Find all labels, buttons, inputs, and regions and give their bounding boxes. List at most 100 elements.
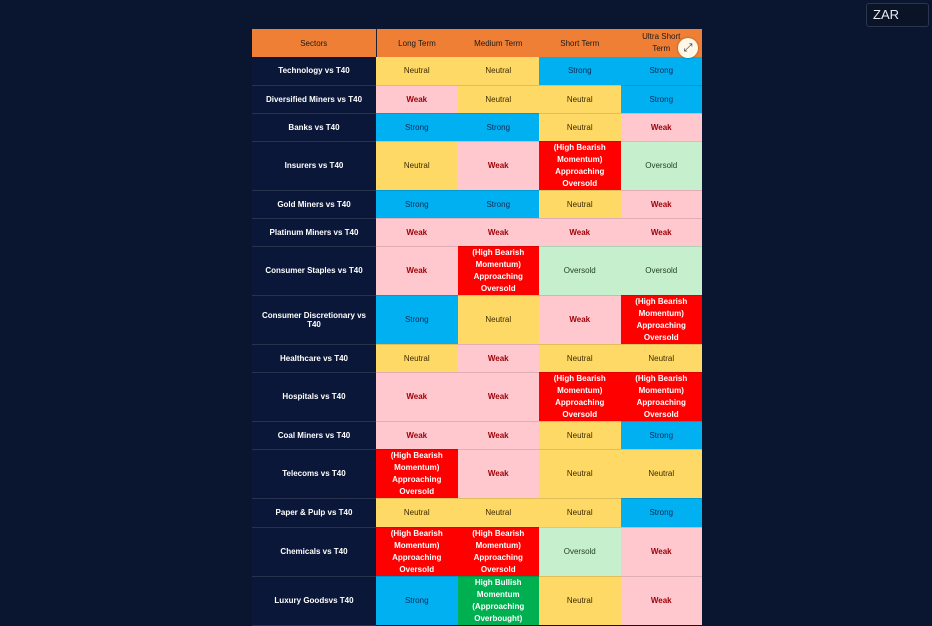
short-term-cell: Oversold <box>539 246 621 296</box>
medium-term-cell: Neutral <box>457 57 539 86</box>
ultra-short-term-cell: Neutral <box>620 344 702 373</box>
table-row: Technology vs T40 Neutral Neutral Strong Str… <box>252 57 702 86</box>
sector-name: Coal Miners vs T40 <box>252 421 376 450</box>
table-row: Banks vs T40 Strong Strong Neutral Weak <box>252 113 702 142</box>
long-term-cell: Strong <box>376 295 458 345</box>
long-term-cell: Strong <box>376 190 458 219</box>
sector-name: Luxury Goodsvs T40 <box>252 576 376 626</box>
header-ultra-short-term: Ultra Short Term ⤢ <box>620 29 702 58</box>
short-term-cell: Neutral <box>539 421 621 450</box>
ultra-short-term-cell: Weak <box>620 527 702 577</box>
ultra-short-term-cell: Weak <box>620 218 702 247</box>
table-row: Consumer Staples vs T40 Weak (High Bearish… <box>252 246 702 296</box>
table-row: Insurers vs T40 Neutral Weak (High Bearish … <box>252 141 702 191</box>
medium-term-cell: Weak <box>457 449 539 499</box>
long-term-cell: Weak <box>376 421 458 450</box>
sector-name: Banks vs T40 <box>252 113 376 142</box>
ultra-short-term-cell: Weak <box>620 190 702 219</box>
medium-term-cell: (High Bearish Momentum) Approaching Over… <box>457 527 539 577</box>
long-term-cell: Neutral <box>376 498 458 528</box>
sector-name: Consumer Discretionary vs T40 <box>252 295 376 345</box>
ultra-short-term-cell: Strong <box>620 57 702 86</box>
table-row: Consumer Discretionary vs T40 Strong Neutr… <box>252 295 702 345</box>
ultra-short-term-cell: Neutral <box>620 449 702 499</box>
header-sectors: Sectors <box>252 29 377 57</box>
table-row: Diversified Miners vs T40 Weak Neutral Neut… <box>252 85 702 114</box>
sector-name: Paper & Pulp vs T40 <box>252 498 376 528</box>
short-term-cell: Neutral <box>539 498 621 528</box>
table-row: Healthcare vs T40 Neutral Weak Neutral Neutr… <box>252 344 702 373</box>
header-short-term: Short Term <box>539 29 621 57</box>
table-row: Telecoms vs T40 (High Bearish Momentum) A… <box>252 449 702 499</box>
sector-name: Chemicals vs T40 <box>252 527 376 577</box>
table-row: Coal Miners vs T40 Weak Weak Neutral Strong <box>252 421 702 450</box>
long-term-cell: (High Bearish Momentum) Approaching Over… <box>376 527 458 577</box>
short-term-cell: Neutral <box>539 85 621 114</box>
short-term-cell: Neutral <box>539 344 621 373</box>
short-term-cell: Strong <box>539 57 621 86</box>
table-row: Platinum Miners vs T40 Weak Weak Weak Weak <box>252 218 702 247</box>
short-term-cell: Weak <box>539 218 621 247</box>
ultra-short-term-cell: Weak <box>620 113 702 142</box>
long-term-cell: Neutral <box>376 141 458 191</box>
medium-term-cell: Weak <box>457 218 539 247</box>
short-term-cell: Neutral <box>539 113 621 142</box>
ultra-short-term-cell: Strong <box>620 85 702 114</box>
medium-term-cell: Neutral <box>457 85 539 114</box>
sector-name: Telecoms vs T40 <box>252 449 376 499</box>
medium-term-cell: Strong <box>457 113 539 142</box>
medium-term-cell: Weak <box>457 344 539 373</box>
short-term-cell: (High Bearish Momentum) Approaching Over… <box>539 372 621 422</box>
short-term-cell: (High Bearish Momentum) Approaching Over… <box>539 141 621 191</box>
short-term-cell: Neutral <box>539 576 621 626</box>
long-term-cell: Neutral <box>376 344 458 373</box>
ultra-short-term-cell: Weak <box>620 576 702 626</box>
table-row: Luxury Goodsvs T40 Strong High Bullish Mom… <box>252 576 702 626</box>
medium-term-cell: High Bullish Momentum (Approaching Overb… <box>457 576 539 626</box>
medium-term-cell: Weak <box>457 372 539 422</box>
sector-name: Gold Miners vs T40 <box>252 190 376 219</box>
ultra-short-term-cell: Strong <box>620 421 702 450</box>
ultra-short-term-cell: (High Bearish Momentum) Approaching Over… <box>620 372 702 422</box>
short-term-cell: Neutral <box>539 190 621 219</box>
table-row: Gold Miners vs T40 Strong Strong Neutral Wea… <box>252 190 702 219</box>
header-ultra-short-term-label: Ultra Short Term <box>642 32 681 53</box>
sector-name: Healthcare vs T40 <box>252 344 376 373</box>
sector-name: Technology vs T40 <box>252 57 376 86</box>
medium-term-cell: Neutral <box>457 295 539 345</box>
sector-name: Diversified Miners vs T40 <box>252 85 376 114</box>
long-term-cell: Weak <box>376 218 458 247</box>
ultra-short-term-cell: Strong <box>620 498 702 528</box>
long-term-cell: Weak <box>376 246 458 296</box>
sector-name: Consumer Staples vs T40 <box>252 246 376 296</box>
table-row: Chemicals vs T40 (High Bearish Momentum) … <box>252 527 702 577</box>
long-term-cell: Weak <box>376 85 458 114</box>
sector-momentum-table: Sectors Long Term Medium Term Short Term… <box>252 29 702 626</box>
short-term-cell: Neutral <box>539 449 621 499</box>
sector-name: Hospitals vs T40 <box>252 372 376 422</box>
header-medium-term: Medium Term <box>457 29 539 57</box>
medium-term-cell: Strong <box>457 190 539 219</box>
long-term-cell: (High Bearish Momentum) Approaching Over… <box>376 449 458 499</box>
long-term-cell: Weak <box>376 372 458 422</box>
medium-term-cell: Weak <box>457 141 539 191</box>
medium-term-cell: (High Bearish Momentum) Approaching Over… <box>457 246 539 296</box>
table-header-row: Sectors Long Term Medium Term Short Term… <box>252 29 702 58</box>
table-row: Hospitals vs T40 Weak Weak (High Bearish Mo… <box>252 372 702 422</box>
ultra-short-term-cell: Oversold <box>620 246 702 296</box>
currency-selector[interactable]: ZAR <box>866 3 929 27</box>
long-term-cell: Neutral <box>376 57 458 86</box>
ultra-short-term-cell: (High Bearish Momentum) Approaching Over… <box>620 295 702 345</box>
medium-term-cell: Weak <box>457 421 539 450</box>
short-term-cell: Oversold <box>539 527 621 577</box>
medium-term-cell: Neutral <box>457 498 539 528</box>
long-term-cell: Strong <box>376 576 458 626</box>
table-row: Paper & Pulp vs T40 Neutral Neutral Neutral… <box>252 498 702 528</box>
ultra-short-term-cell: Oversold <box>620 141 702 191</box>
sector-name: Platinum Miners vs T40 <box>252 218 376 247</box>
short-term-cell: Weak <box>539 295 621 345</box>
expand-arrows-icon[interactable]: ⤢ <box>678 38 698 58</box>
header-long-term: Long Term <box>376 29 458 57</box>
sector-name: Insurers vs T40 <box>252 141 376 191</box>
long-term-cell: Strong <box>376 113 458 142</box>
